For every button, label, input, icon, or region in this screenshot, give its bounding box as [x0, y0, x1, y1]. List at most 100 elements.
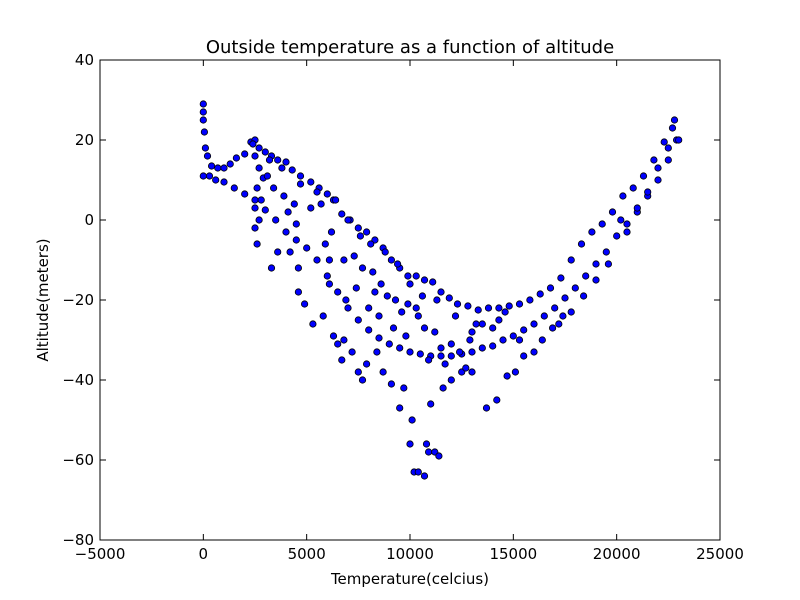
data-point — [389, 324, 398, 332]
data-point — [331, 196, 340, 204]
data-point — [424, 356, 433, 364]
data-point — [344, 304, 352, 312]
data-point — [598, 220, 606, 228]
data-point — [385, 340, 393, 348]
data-point — [251, 152, 259, 160]
data-point — [633, 204, 641, 212]
x-tick-label: 20000 — [593, 545, 641, 563]
data-point — [300, 300, 309, 308]
data-point — [406, 440, 414, 448]
data-point — [272, 216, 280, 224]
data-point — [520, 326, 528, 334]
data-point — [515, 300, 524, 308]
data-point — [644, 188, 652, 196]
data-point — [654, 164, 662, 172]
data-point — [400, 384, 408, 392]
data-point — [334, 340, 342, 348]
data-point — [362, 360, 371, 368]
data-point — [383, 292, 391, 300]
data-point — [427, 400, 435, 408]
data-point — [307, 178, 315, 186]
data-point — [290, 200, 298, 208]
data-point — [675, 136, 683, 144]
data-point — [582, 272, 590, 280]
data-point — [338, 356, 346, 364]
data-point — [551, 304, 559, 312]
data-point — [629, 184, 637, 192]
y-tick-label: 20 — [75, 131, 94, 149]
data-point — [317, 200, 325, 208]
data-point — [482, 404, 491, 412]
data-point — [329, 332, 338, 340]
data-point — [422, 440, 431, 448]
data-point — [303, 244, 311, 252]
data-point — [406, 348, 414, 356]
data-point — [325, 256, 333, 264]
data-point — [468, 328, 476, 336]
data-point — [375, 334, 383, 342]
data-point — [334, 288, 342, 296]
data-point — [489, 324, 497, 332]
y-tick-label: −80 — [62, 531, 94, 549]
data-point — [435, 452, 443, 460]
data-point — [354, 316, 362, 324]
data-point — [387, 256, 395, 264]
data-point — [350, 252, 358, 260]
data-point — [412, 272, 420, 280]
data-point — [205, 172, 214, 180]
data-point — [200, 128, 208, 136]
x-tick-label: 25000 — [696, 545, 744, 563]
data-point — [447, 352, 455, 360]
data-point — [439, 384, 447, 392]
data-point — [495, 304, 503, 312]
data-point — [286, 248, 294, 256]
data-point — [230, 184, 238, 192]
data-point — [265, 156, 274, 164]
data-point — [387, 380, 395, 388]
data-point — [619, 192, 627, 200]
data-point — [404, 300, 412, 308]
data-point — [321, 240, 329, 248]
y-tick-label: −60 — [62, 451, 94, 469]
data-point — [451, 312, 460, 320]
data-point — [464, 302, 472, 310]
data-point — [282, 228, 290, 236]
data-point — [420, 276, 429, 284]
data-point — [396, 404, 404, 412]
data-point — [232, 154, 240, 162]
data-point — [437, 352, 445, 360]
data-point — [520, 352, 528, 360]
data-point — [274, 248, 282, 256]
data-point — [296, 180, 305, 188]
data-point — [199, 172, 207, 180]
data-point — [251, 224, 259, 232]
plot-frame — [99, 59, 721, 541]
data-point — [379, 368, 387, 376]
data-point — [375, 312, 383, 320]
data-point — [255, 164, 263, 172]
data-point — [296, 172, 305, 180]
data-point — [561, 294, 569, 302]
data-point — [292, 236, 300, 244]
data-point — [340, 336, 348, 344]
data-point — [294, 264, 302, 272]
data-point — [323, 190, 331, 198]
data-point — [536, 290, 544, 298]
data-point — [199, 116, 207, 124]
data-point — [269, 184, 278, 192]
data-point — [526, 296, 534, 304]
data-point — [373, 348, 381, 356]
data-point — [398, 308, 406, 316]
data-point — [212, 176, 220, 184]
data-point — [348, 348, 356, 356]
data-point — [282, 158, 290, 166]
data-point — [664, 144, 672, 152]
data-point — [309, 320, 317, 328]
data-point — [396, 344, 404, 352]
data-point — [447, 376, 455, 384]
data-point — [255, 144, 263, 152]
data-point — [362, 228, 371, 236]
data-point — [429, 278, 437, 286]
data-point — [602, 248, 610, 256]
data-point — [445, 294, 453, 302]
